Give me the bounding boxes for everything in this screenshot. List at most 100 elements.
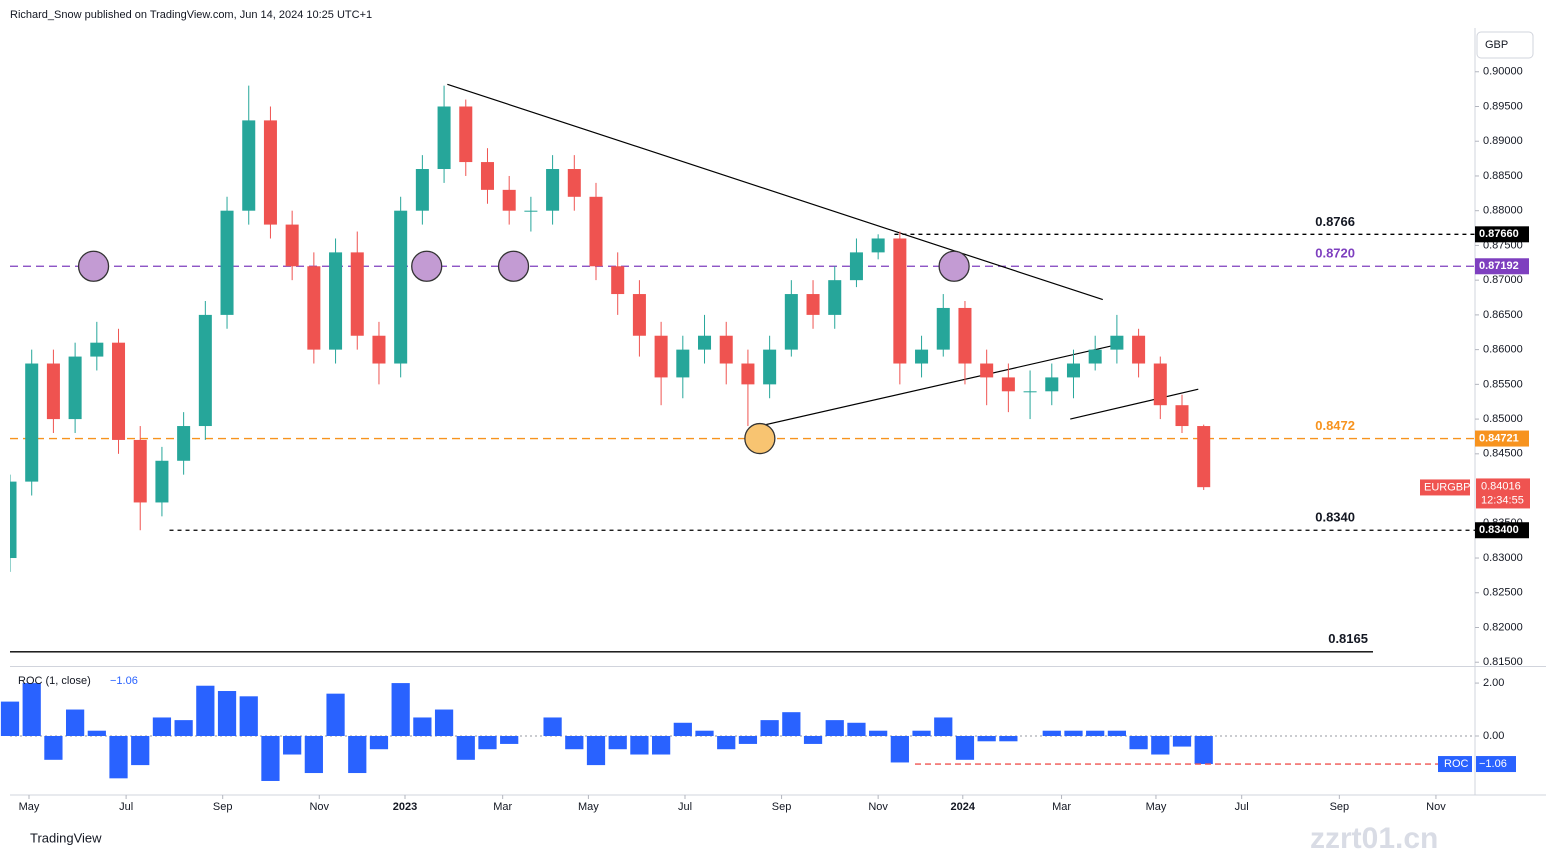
roc-bar <box>651 735 671 755</box>
candle-body <box>871 238 885 253</box>
candle-body <box>329 252 343 350</box>
roc-y-tick-label: 0.00 <box>1483 730 1504 742</box>
roc-name: ROC (1, close) <box>18 675 91 687</box>
roc-bar <box>152 717 172 736</box>
candle-body <box>1153 363 1167 406</box>
candle-body <box>1175 405 1189 427</box>
footer-logo: TradingView <box>30 830 102 845</box>
candle-body <box>784 294 798 350</box>
candle-body <box>958 307 972 364</box>
level-tag <box>1475 258 1529 275</box>
y-tick-label: 0.82000 <box>1483 621 1523 633</box>
roc-bar <box>22 683 41 736</box>
roc-bar <box>782 712 801 736</box>
candle-body <box>524 210 538 212</box>
candle-body <box>632 294 646 336</box>
watermark: zzrt01.cn <box>1310 822 1438 855</box>
candle-body <box>1066 363 1080 378</box>
trendline <box>1070 388 1199 420</box>
candle-body <box>1110 335 1124 350</box>
candle-body <box>1197 426 1211 488</box>
candle-body <box>741 363 755 385</box>
roc-bar <box>847 722 866 736</box>
currency[interactable]: GBP <box>1485 39 1508 51</box>
candle-body <box>1045 377 1059 392</box>
roc-bar <box>977 735 996 742</box>
y-tick-label: 0.89000 <box>1483 135 1523 147</box>
roc-bar <box>304 735 323 774</box>
candle-body <box>698 335 712 350</box>
candle-body <box>90 342 104 357</box>
roc-bar <box>217 691 237 736</box>
roc-bar <box>239 696 258 736</box>
y-tick-label: 0.82500 <box>1483 587 1523 599</box>
level-label: 0.8766 <box>1315 214 1355 229</box>
y-tick-label: 0.86500 <box>1483 309 1523 321</box>
x-tick-label: Sep <box>1330 801 1350 813</box>
candle-body <box>849 252 863 281</box>
y-tick-label: 0.87000 <box>1483 274 1523 286</box>
roc-bar <box>869 730 888 736</box>
roc-bar <box>434 709 454 736</box>
level-tag-label: 0.87660 <box>1479 228 1519 240</box>
candle-body <box>1023 391 1037 393</box>
roc-bar <box>0 701 20 736</box>
candle-body <box>763 349 777 385</box>
level-tag <box>1475 522 1529 539</box>
candle-body <box>68 356 82 420</box>
roc-bar <box>391 683 410 736</box>
level-tag <box>1475 226 1529 243</box>
roc-bar <box>348 735 367 774</box>
level-tag-label: 0.83400 <box>1479 524 1519 536</box>
candle-body <box>1001 377 1015 392</box>
roc-bar <box>369 735 389 750</box>
marker-circle <box>938 250 970 282</box>
candle-body <box>806 294 820 315</box>
price-tag <box>1476 478 1530 509</box>
x-tick-label: Mar <box>1052 801 1071 813</box>
roc-current: −1.06 <box>110 675 138 687</box>
candle-body <box>459 106 473 163</box>
currency-button[interactable] <box>1476 31 1534 59</box>
price-tag-label: 0.84016 <box>1481 480 1521 492</box>
x-tick-label: Jul <box>1235 801 1249 813</box>
marker-circle <box>411 250 443 282</box>
roc-bar <box>261 735 280 781</box>
marker-circle <box>77 250 110 282</box>
level-label: 0.8165 <box>1328 631 1368 646</box>
candle-body <box>480 162 494 190</box>
candle-body <box>437 106 451 170</box>
roc-bar <box>673 722 692 736</box>
roc-bar <box>608 735 627 750</box>
candle-body <box>567 169 581 197</box>
roc-bar <box>1151 735 1170 755</box>
level-tag-label: 0.87192 <box>1479 260 1519 272</box>
x-tick-label: May <box>578 801 599 813</box>
candle-body <box>285 224 299 267</box>
candle-body <box>1088 349 1102 364</box>
roc-bar <box>65 709 85 736</box>
roc-bar <box>1042 730 1061 736</box>
symbol-label: EURGBP <box>1424 481 1470 493</box>
roc-value-tag <box>1476 756 1516 773</box>
x-tick-label: Sep <box>213 801 233 813</box>
marker-circle <box>744 422 776 455</box>
roc-bar <box>500 735 519 744</box>
roc-bar <box>478 735 497 750</box>
x-tick-label: Mar <box>493 801 512 813</box>
roc-bar <box>174 720 193 736</box>
roc-bar <box>912 730 931 736</box>
roc-bar <box>955 735 975 760</box>
candle-body <box>372 335 386 364</box>
x-tick-label: 2023 <box>393 801 417 813</box>
roc-bar <box>586 735 606 766</box>
x-tick-label: Nov <box>309 801 329 813</box>
candle-body <box>589 196 603 267</box>
roc-bar <box>283 735 302 755</box>
candle-body <box>25 363 39 482</box>
y-tick-label: 0.86000 <box>1483 344 1523 356</box>
header: Richard_Snow published on TradingView.co… <box>10 9 372 21</box>
roc-bar <box>543 717 562 736</box>
candle-body <box>112 342 126 440</box>
y-tick-label: 0.89500 <box>1483 100 1523 112</box>
